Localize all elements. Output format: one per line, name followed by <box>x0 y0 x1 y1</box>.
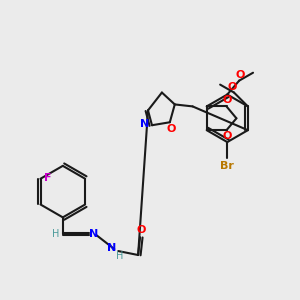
Text: O: O <box>236 70 245 80</box>
Text: N: N <box>107 243 116 253</box>
Text: N: N <box>140 119 150 129</box>
Text: O: O <box>136 225 146 235</box>
Text: N: N <box>89 229 98 239</box>
Text: O: O <box>166 124 176 134</box>
Text: H: H <box>52 229 60 239</box>
Text: F: F <box>44 173 51 183</box>
Text: O: O <box>223 131 232 141</box>
Text: O: O <box>227 82 237 92</box>
Text: Br: Br <box>220 161 234 171</box>
Text: O: O <box>223 95 232 106</box>
Text: H: H <box>116 251 123 261</box>
